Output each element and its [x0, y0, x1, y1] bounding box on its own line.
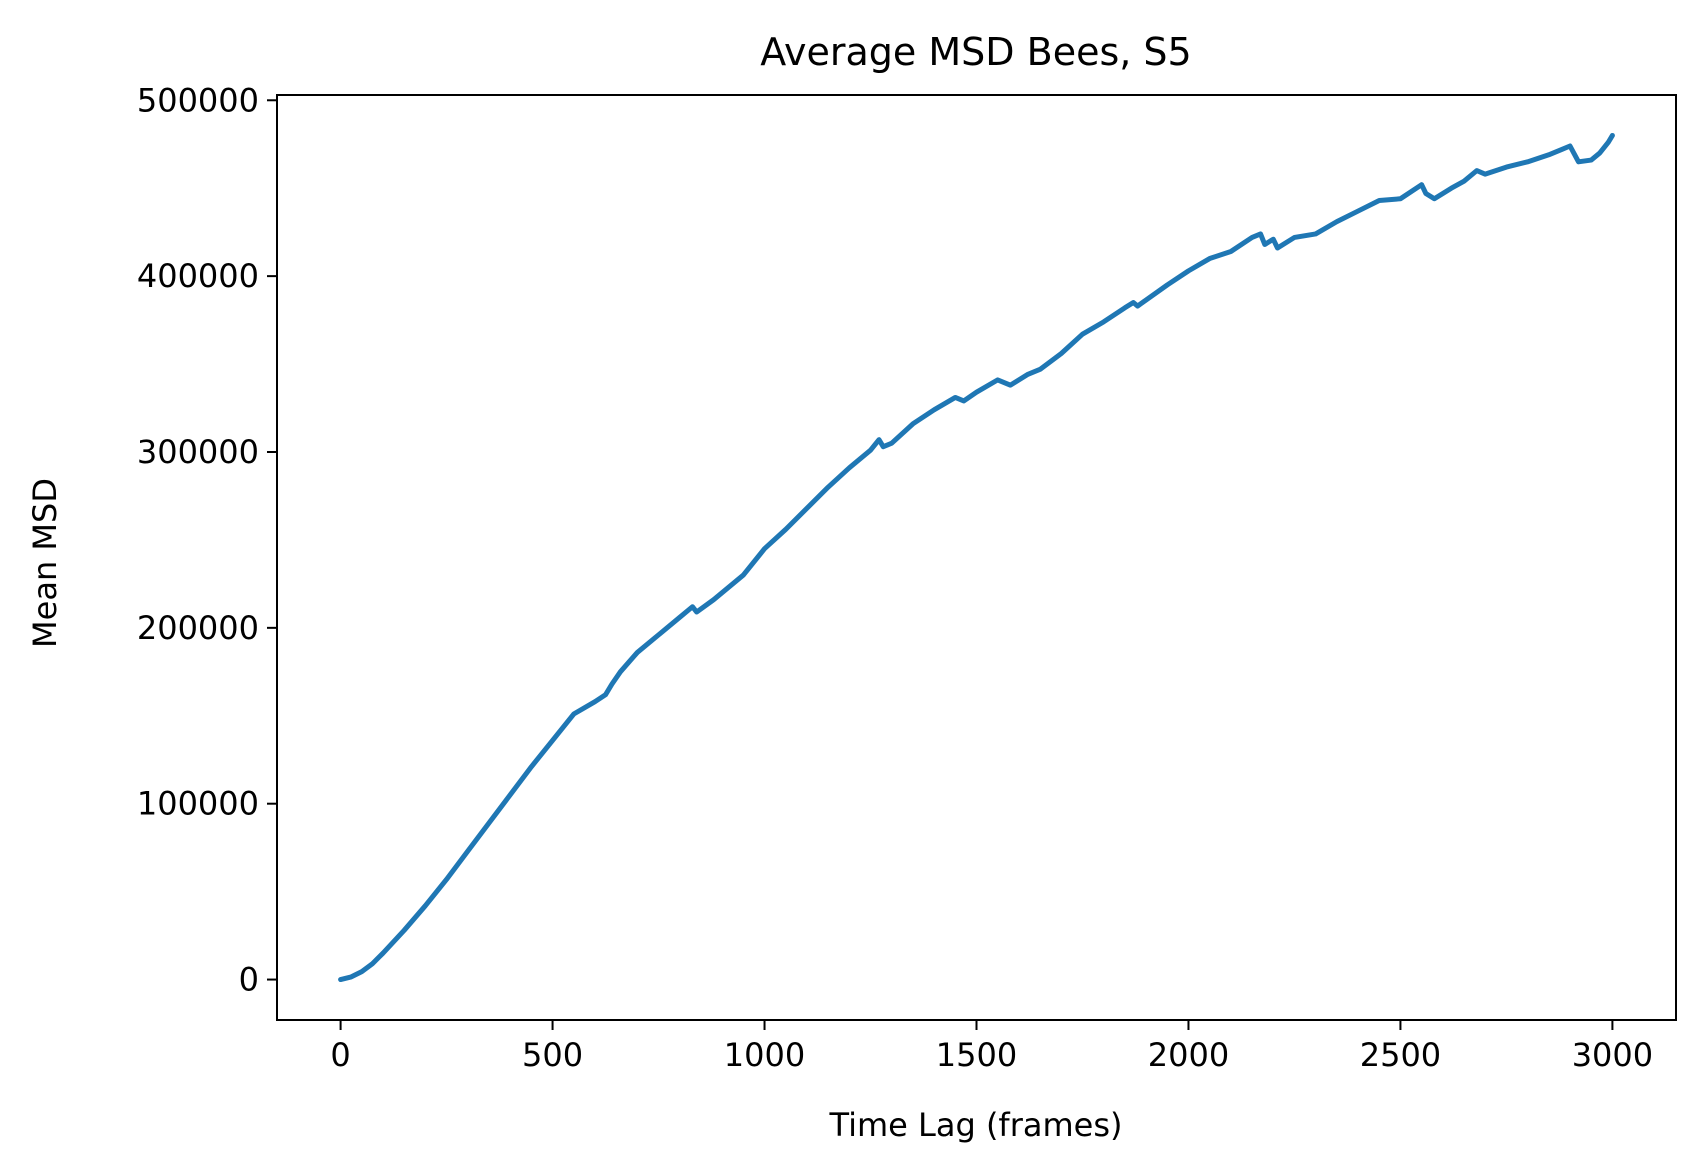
x-tick-label: 1500 [936, 1036, 1017, 1074]
y-tick-label: 200000 [137, 609, 259, 647]
series-line-1 [338, 132, 1615, 983]
y-tick-label: 100000 [137, 785, 259, 823]
y-tick-label: 300000 [137, 433, 259, 471]
x-tick-label: 3000 [1572, 1036, 1653, 1074]
x-tick-label: 1000 [724, 1036, 805, 1074]
y-axis-label: Mean MSD [26, 478, 64, 648]
x-tick-label: 2000 [1148, 1036, 1229, 1074]
x-axis-label: Time Lag (frames) [829, 1106, 1123, 1144]
y-tick-label: 0 [239, 961, 259, 999]
y-tick-label: 400000 [137, 257, 259, 295]
y-tick-label: 500000 [137, 81, 259, 119]
x-tick-label: 0 [330, 1036, 350, 1074]
x-tick-label: 500 [522, 1036, 583, 1074]
x-tick-label: 2500 [1360, 1036, 1441, 1074]
chart-title: Average MSD Bees, S5 [760, 30, 1191, 74]
plot-area: 0 500 1000 1500 2000 2500 3000 0 100000 200000 300… [137, 81, 1677, 1074]
